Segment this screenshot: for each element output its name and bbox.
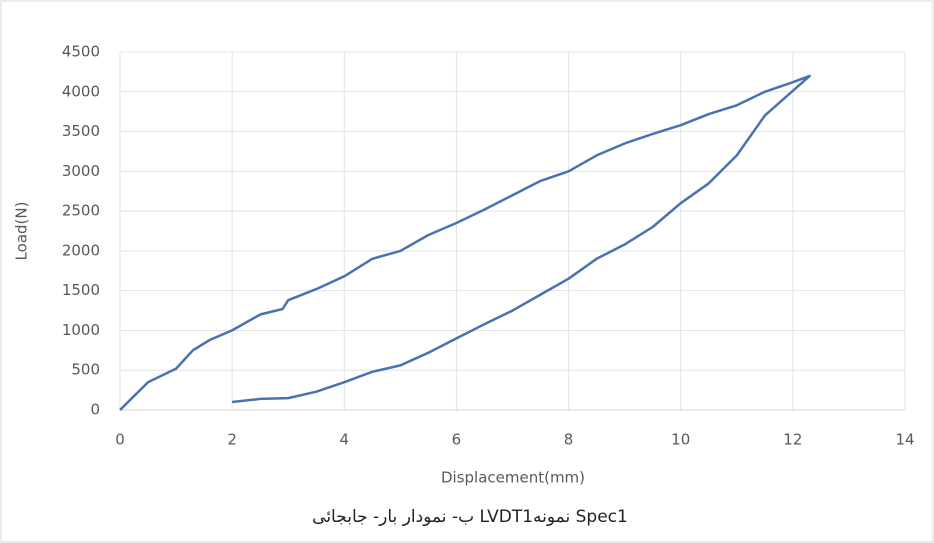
y-tick-label: 3500 xyxy=(62,122,100,140)
y-tick-label: 500 xyxy=(71,361,100,379)
x-tick-label: 4 xyxy=(340,431,350,449)
y-tick-label: 4500 xyxy=(62,43,100,61)
x-tick-label: 6 xyxy=(452,431,462,449)
y-tick-label: 2000 xyxy=(62,241,100,259)
y-tick-label: 0 xyxy=(90,401,100,419)
x-tick-label: 0 xyxy=(115,431,125,449)
x-tick-label: 12 xyxy=(783,431,802,449)
x-tick-label: 2 xyxy=(227,431,237,449)
y-tick-label: 3000 xyxy=(62,162,100,180)
data-line xyxy=(119,74,811,411)
x-tick-label: 8 xyxy=(564,431,574,449)
y-tick-label: 1500 xyxy=(62,281,100,299)
caption: ب- نمودار بار- جابجائی LVDT1نمونه Spec1 xyxy=(312,507,628,527)
y-tick-label: 2500 xyxy=(62,202,100,220)
x-axis-label: Displacement(mm) xyxy=(441,469,585,487)
y-axis-label: Load(N) xyxy=(13,202,31,261)
x-tick-label: 10 xyxy=(671,431,690,449)
y-tick-label: 4000 xyxy=(62,82,100,100)
y-tick-label: 1000 xyxy=(62,321,100,339)
x-tick-label: 14 xyxy=(895,431,914,449)
